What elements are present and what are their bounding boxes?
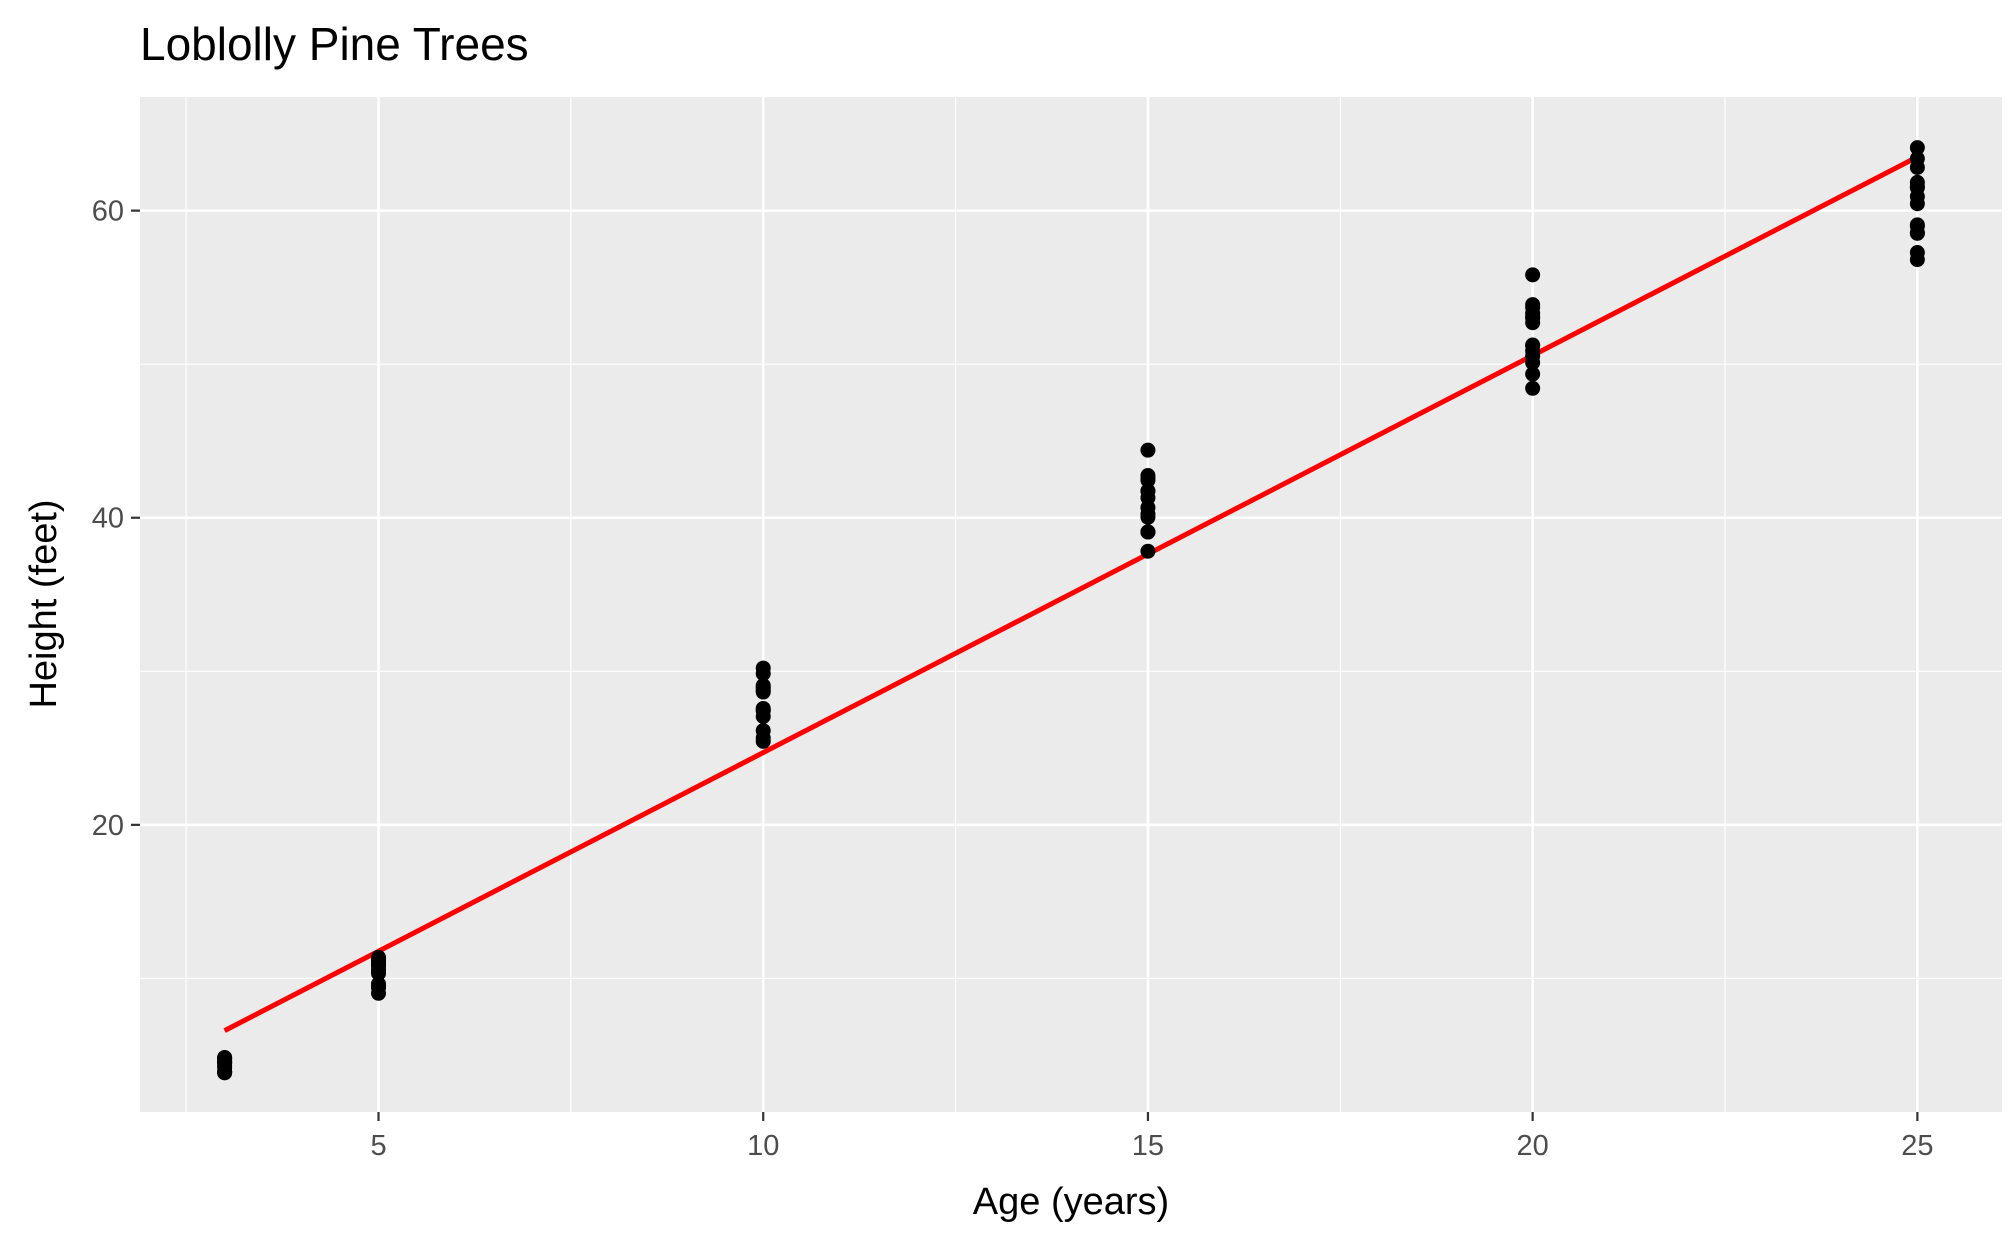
data-point xyxy=(1909,140,1925,156)
fit-line-layer xyxy=(223,154,1919,1033)
data-point xyxy=(1525,267,1541,283)
data-point xyxy=(1909,178,1925,194)
x-tick-label: 15 xyxy=(1132,1130,1164,1162)
data-point xyxy=(1140,490,1156,506)
data-point xyxy=(755,666,771,682)
major-gridlines xyxy=(140,97,2002,1112)
data-point xyxy=(1909,196,1925,212)
data-point xyxy=(1140,543,1156,559)
data-point xyxy=(1525,366,1541,382)
x-tick-label: 20 xyxy=(1517,1130,1549,1162)
data-point xyxy=(1525,348,1541,364)
data-point xyxy=(755,702,771,718)
x-tick-label: 25 xyxy=(1901,1130,1933,1162)
x-tick-label: 5 xyxy=(370,1130,386,1162)
x-axis: 5 10 15 20 25 xyxy=(370,1112,1933,1162)
data-points xyxy=(217,140,1925,1081)
data-point xyxy=(1525,305,1541,321)
y-tick-label: 40 xyxy=(92,503,124,535)
data-point xyxy=(1525,380,1541,396)
data-point xyxy=(755,733,771,749)
plot-panel xyxy=(140,97,2002,1112)
y-axis: 20 40 60 xyxy=(92,196,140,842)
data-point xyxy=(217,1052,233,1068)
data-point xyxy=(1140,524,1156,540)
data-point xyxy=(371,965,387,981)
data-point xyxy=(1140,471,1156,487)
x-axis-title: Age (years) xyxy=(973,1181,1169,1223)
chart-title: Loblolly Pine Trees xyxy=(140,18,529,70)
y-tick-label: 60 xyxy=(92,196,124,228)
x-tick-label: 10 xyxy=(747,1130,779,1162)
data-point xyxy=(1909,252,1925,268)
regression-line xyxy=(223,154,1919,1033)
y-tick-label: 20 xyxy=(92,810,124,842)
data-point xyxy=(1140,509,1156,525)
data-point xyxy=(1525,338,1541,354)
data-point xyxy=(1909,159,1925,175)
data-point xyxy=(371,953,387,969)
minor-gridlines xyxy=(140,97,2002,1112)
data-point xyxy=(755,681,771,697)
data-point xyxy=(755,723,771,739)
data-point xyxy=(371,976,387,992)
data-point xyxy=(1140,442,1156,458)
data-point xyxy=(1909,225,1925,241)
y-axis-title: Height (feet) xyxy=(23,499,65,708)
